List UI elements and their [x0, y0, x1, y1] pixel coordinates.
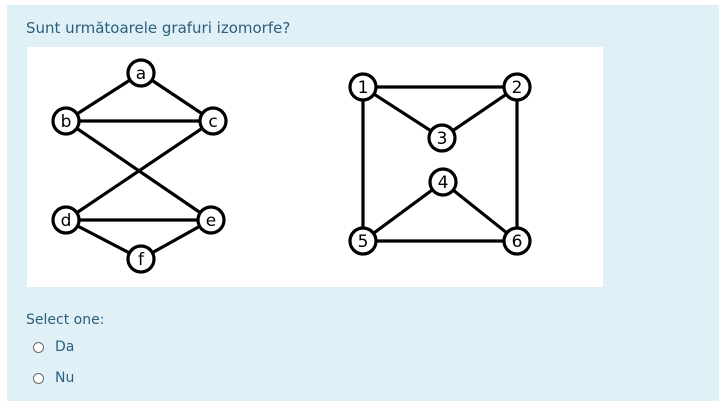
node-circle-d	[51, 205, 81, 235]
node-c: c	[198, 106, 228, 136]
graph-left-edges	[64, 71, 215, 261]
node-5: 5	[348, 226, 378, 256]
node-label-d: d	[61, 211, 72, 231]
node-circle-c	[198, 106, 228, 136]
node-circle-b	[51, 106, 81, 136]
node-4: 4	[428, 167, 458, 197]
node-label-4: 4	[438, 173, 449, 193]
question-text: Sunt următoarele grafuri izomorfe?	[26, 19, 291, 37]
option-da-label: Da	[55, 339, 75, 355]
node-circle-2	[502, 72, 532, 102]
node-circle-a	[126, 58, 156, 88]
node-circle-6	[502, 226, 532, 256]
node-a: a	[126, 58, 156, 88]
node-label-6: 6	[512, 232, 523, 252]
node-3: 3	[427, 123, 457, 153]
node-label-5: 5	[358, 232, 369, 252]
question-card: Sunt următoarele grafuri izomorfe? a b c d e…	[7, 5, 719, 401]
edge-4-6	[441, 180, 519, 243]
edge-4-5	[361, 180, 445, 243]
node-b: b	[51, 106, 81, 136]
edge-c-d	[64, 119, 215, 222]
node-label-f: f	[138, 250, 145, 270]
option-nu-label: Nu	[55, 370, 75, 386]
node-circle-f	[126, 244, 156, 274]
node-label-1: 1	[358, 78, 369, 98]
select-one-label: Select one:	[26, 312, 105, 328]
node-label-3: 3	[437, 129, 448, 149]
node-d: d	[51, 205, 81, 235]
edge-a-b	[64, 71, 143, 123]
node-label-a: a	[136, 64, 146, 84]
node-1: 1	[348, 72, 378, 102]
option-da[interactable]: Da	[33, 337, 74, 357]
node-circle-e	[196, 205, 226, 235]
graph-figure-svg: a b c d e f 1 2 3 4 5 6	[51, 58, 532, 274]
edge-1-3	[361, 85, 444, 140]
node-6: 6	[502, 226, 532, 256]
graph-right-nodes: 1 2 3 4 5 6	[348, 72, 532, 256]
node-e: e	[196, 205, 226, 235]
node-label-e: e	[206, 211, 216, 231]
node-circle-3	[427, 123, 457, 153]
node-circle-5	[348, 226, 378, 256]
radio-button-nu[interactable]	[33, 372, 44, 384]
node-2: 2	[502, 72, 532, 102]
edge-2-3	[440, 85, 519, 140]
graph-right-edges	[361, 85, 519, 243]
node-label-c: c	[208, 112, 217, 132]
node-circle-1	[348, 72, 378, 102]
node-label-b: b	[61, 112, 72, 132]
node-circle-4	[428, 167, 458, 197]
radio-button-da[interactable]	[33, 341, 44, 353]
graph-left-nodes: a b c d e f	[51, 58, 228, 274]
node-f: f	[126, 244, 156, 274]
option-nu[interactable]: Nu	[33, 368, 74, 388]
graph-figure: a b c d e f 1 2 3 4 5 6	[27, 47, 603, 287]
node-label-2: 2	[512, 78, 523, 98]
